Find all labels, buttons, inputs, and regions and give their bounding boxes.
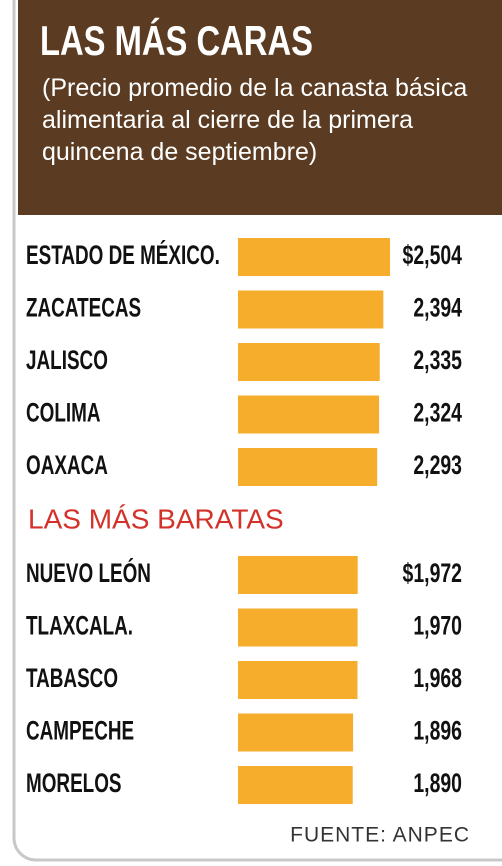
category-label: OAXACA (26, 450, 108, 480)
bar (238, 395, 380, 434)
value-label: 1,970 (413, 611, 462, 641)
source: FUENTE: ANPEC (290, 824, 470, 847)
value-label: 2,335 (413, 345, 462, 375)
value-label: 1,968 (413, 663, 462, 693)
category-label: JALISCO (26, 345, 108, 375)
bar (238, 661, 358, 699)
value-label: 2,293 (413, 450, 462, 480)
category-label: ESTADO DE MÉXICO. (26, 239, 220, 270)
bar (238, 238, 390, 276)
title: LAS MÁS CARAS (40, 17, 313, 64)
value-label: $1,972 (403, 558, 462, 588)
bar (238, 448, 378, 486)
value-label: 1,896 (413, 716, 462, 746)
bar (238, 713, 354, 752)
group-title: LAS MÁS BARATAS (28, 503, 284, 534)
category-label: COLIMA (26, 397, 101, 427)
value-label: 2,324 (413, 398, 462, 428)
category-label: MORELOS (26, 768, 122, 798)
category-label: CAMPECHE (26, 715, 134, 745)
bar (238, 608, 358, 647)
subtitle: (Precio promedio de la canasta básica al… (42, 74, 468, 166)
bar (238, 556, 358, 594)
bar (238, 343, 380, 381)
category-label: NUEVO LEÓN (26, 557, 151, 588)
value-label: 1,890 (413, 768, 462, 798)
value-label: $2,504 (403, 240, 462, 270)
category-label: TABASCO (26, 663, 118, 693)
value-label: 2,394 (413, 293, 462, 323)
bar (238, 290, 384, 329)
header-band (18, 0, 502, 215)
category-label: TLAXCALA. (26, 610, 133, 640)
category-label: ZACATECAS (26, 292, 141, 322)
bar (238, 766, 353, 804)
